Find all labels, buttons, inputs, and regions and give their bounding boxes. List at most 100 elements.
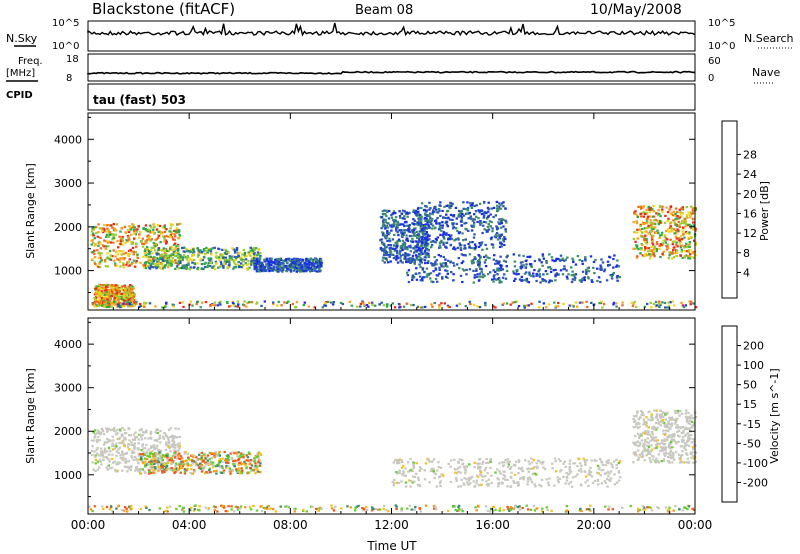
echo-cell — [615, 458, 618, 461]
echo-cell — [584, 256, 587, 259]
echo-cell — [600, 482, 604, 485]
echo-cell — [93, 252, 96, 256]
echo-cell — [497, 485, 500, 488]
echo-cell — [423, 230, 426, 233]
echo-cell — [159, 441, 162, 444]
echo-cell — [231, 458, 234, 461]
echo-cell — [152, 444, 156, 447]
echo-cell — [533, 259, 537, 263]
echo-cell — [301, 268, 304, 271]
echo-cell — [145, 443, 148, 447]
echo-cell — [610, 275, 614, 278]
echo-cell — [126, 261, 129, 264]
echo-cell — [608, 263, 611, 266]
echo-cell — [170, 230, 173, 233]
echo-cell — [452, 273, 455, 276]
echo-cell — [442, 262, 445, 265]
echo-cell — [655, 247, 658, 251]
echo-cell — [177, 427, 180, 431]
echo-cell — [540, 478, 544, 481]
echo-cell — [276, 257, 279, 261]
echo-cell — [670, 230, 674, 233]
echo-cell — [417, 210, 420, 214]
echo-cell — [385, 209, 388, 212]
echo-cell — [240, 266, 243, 269]
echo-cell — [689, 227, 693, 230]
echo-cell — [102, 227, 106, 230]
echo-cell — [118, 301, 121, 304]
echo-cell — [142, 242, 146, 245]
echo-cell — [492, 258, 495, 261]
echo-cell — [170, 466, 173, 470]
echo-cell — [468, 268, 472, 271]
echo-cell — [103, 239, 106, 242]
echo-cell — [117, 438, 121, 441]
echo-cell — [607, 459, 610, 462]
echo-cell — [429, 217, 432, 220]
echo-cell — [392, 224, 395, 227]
echo-cell — [449, 480, 452, 484]
echo-cell — [419, 213, 422, 217]
echo-cell — [165, 259, 169, 262]
echo-cell — [435, 263, 438, 266]
echo-cell — [514, 272, 517, 275]
echo-cell — [95, 292, 98, 296]
echo-cell — [498, 269, 501, 272]
echo-cell — [111, 453, 114, 456]
echo-cell — [169, 227, 172, 230]
echo-cell — [419, 253, 422, 256]
echo-cell — [408, 211, 411, 215]
echo-cell — [116, 258, 119, 261]
echo-cell — [208, 468, 211, 471]
echo-cell — [110, 457, 114, 460]
echo-cell — [648, 208, 651, 211]
echo-cell — [438, 222, 441, 225]
echo-cell — [535, 473, 538, 476]
echo-cell — [125, 303, 128, 306]
echo-cell — [429, 272, 432, 275]
echo-cell — [251, 469, 254, 472]
echo-cell — [444, 264, 448, 267]
echo-cell — [300, 264, 304, 267]
echo-cell — [191, 454, 194, 457]
echo-cell — [105, 430, 109, 433]
echo-cell — [500, 226, 503, 229]
echo-cell — [568, 459, 572, 462]
echo-cell — [484, 259, 487, 262]
echo-cell — [177, 252, 180, 255]
echo-cell — [557, 273, 560, 276]
echo-cell — [99, 433, 102, 436]
echo-cell — [119, 454, 122, 457]
echo-cell — [153, 245, 157, 248]
echo-cell — [645, 241, 649, 244]
echo-cell — [451, 222, 454, 225]
echo-cell — [599, 268, 602, 271]
echo-cell — [248, 471, 251, 474]
echo-cell — [387, 217, 391, 220]
echo-cell — [91, 303, 95, 306]
echo-cell — [504, 207, 507, 210]
echo-cell — [440, 263, 443, 266]
echo-cell — [481, 248, 484, 251]
echo-cell — [236, 300, 240, 303]
echo-cell — [105, 305, 109, 309]
echo-cell — [165, 434, 168, 438]
echo-cell — [117, 246, 120, 249]
echo-cell — [458, 212, 462, 215]
echo-cell — [224, 259, 227, 263]
echo-cell — [411, 254, 415, 257]
echo-cell — [460, 216, 464, 219]
echo-cell — [267, 262, 270, 265]
echo-cell — [415, 462, 418, 465]
echo-cell — [93, 296, 96, 300]
echo-cell — [386, 239, 389, 242]
echo-cell — [146, 249, 149, 252]
echo-cell — [150, 265, 153, 268]
echo-cell — [324, 304, 328, 307]
echo-cell — [238, 469, 241, 472]
echo-cell — [126, 234, 130, 238]
echo-cell — [651, 241, 654, 245]
echo-cell — [396, 244, 399, 248]
echo-cell — [669, 222, 672, 225]
echo-cell — [533, 472, 537, 475]
